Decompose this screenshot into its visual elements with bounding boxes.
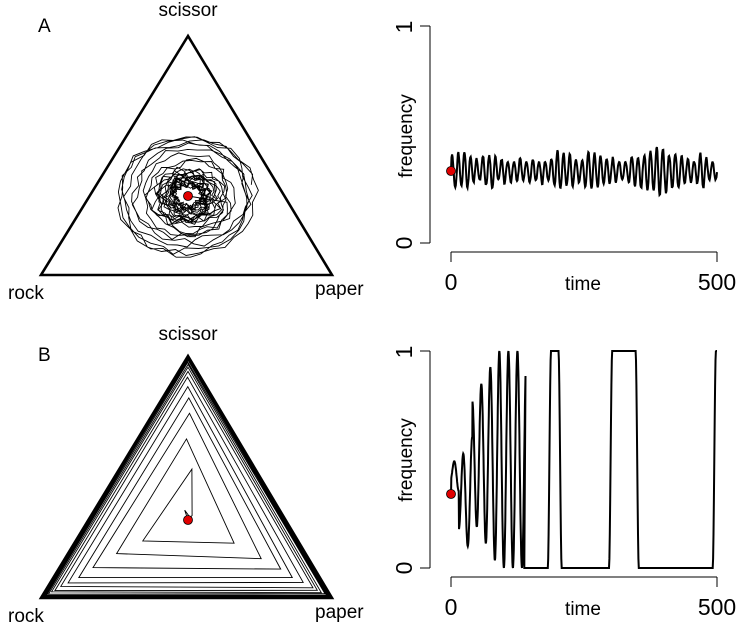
timeseries-b-x-ticklabel-500: 500 [698, 594, 736, 620]
timeseries-a-x-ticklabel-0: 0 [445, 269, 458, 295]
simplex-a-vertex-left: rock [8, 283, 44, 304]
simplex-b-vertex-left: rock [8, 606, 44, 627]
timeseries-b-x-ticklabel-0: 0 [445, 594, 458, 620]
timeseries-b-ylabel: frequency [396, 418, 417, 502]
panel-b-label: B [38, 345, 51, 366]
timeseries-b-y-ticklabel-0: 0 [391, 562, 417, 575]
simplex-a-start-point [183, 191, 193, 201]
simplex-b-start-point [183, 515, 193, 525]
timeseries-a-x-ticklabel-500: 500 [698, 269, 736, 295]
timeseries-b-line [450, 350, 717, 569]
simplex-a-vertex-right: paper [315, 279, 364, 300]
simplex-b-triangle [38, 353, 335, 600]
panel-b: B scissor rock paper 1 0 frequency 0 500… [8, 324, 736, 627]
panel-a-label: A [38, 16, 51, 37]
simplex-b-vertex-top: scissor [158, 324, 218, 345]
simplex-b-trajectory [42, 357, 331, 598]
timeseries-b: 1 0 frequency 0 500 time [391, 346, 736, 620]
simplex-a-vertex-top: scissor [158, 0, 218, 21]
simplex-b: scissor rock paper [8, 324, 364, 627]
timeseries-a-y-ticklabel-0: 0 [391, 237, 417, 250]
timeseries-a-start-point [446, 166, 456, 176]
simplex-b-vertex-right: paper [315, 602, 364, 623]
timeseries-a-line [450, 146, 718, 198]
timeseries-a-ylabel: frequency [396, 94, 417, 178]
timeseries-b-y-ticklabel-1: 1 [391, 346, 417, 359]
timeseries-a: 1 0 frequency 0 500 time [391, 21, 736, 295]
simplex-a-triangle [38, 33, 335, 277]
simplex-a: scissor rock paper [8, 0, 364, 304]
timeseries-a-xlabel: time [565, 274, 601, 295]
timeseries-b-xlabel: time [565, 599, 601, 620]
panel-a: A scissor rock paper 1 0 frequency 0 500… [8, 0, 736, 304]
timeseries-a-y-ticklabel-1: 1 [391, 21, 417, 34]
timeseries-b-start-point [446, 489, 456, 499]
simplex-a-trajectory [117, 136, 259, 258]
